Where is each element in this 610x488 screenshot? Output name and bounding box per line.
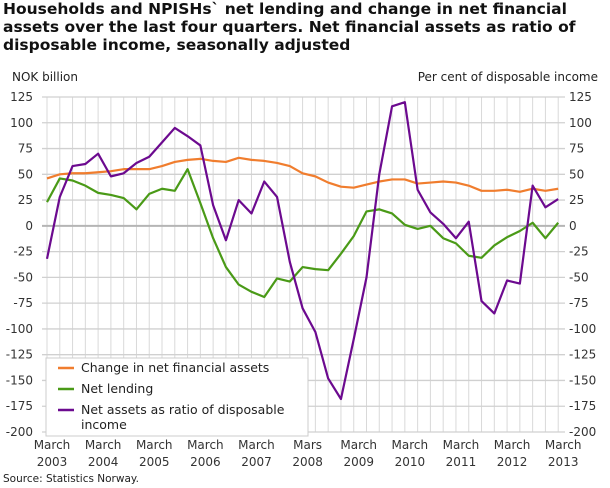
right-tick-label: -150 xyxy=(569,373,596,387)
x-tick-label: Mars xyxy=(293,438,322,452)
x-tick-label: March xyxy=(443,438,480,452)
left-tick-label: 25 xyxy=(18,193,33,207)
right-axis-label: Per cent of disposable income xyxy=(417,70,598,84)
left-tick-label: -75 xyxy=(13,296,33,310)
x-tick-label: March xyxy=(545,438,582,452)
left-tick-label: 0 xyxy=(25,219,33,233)
x-tick-label: 2007 xyxy=(241,455,272,469)
x-tick-label: 2005 xyxy=(139,455,170,469)
x-tick-label: March xyxy=(392,438,429,452)
right-tick-label: -125 xyxy=(569,348,596,362)
right-tick-label: 75 xyxy=(569,142,584,156)
right-tick-label: 0 xyxy=(569,219,577,233)
legend-label: Net assets as ratio of disposable xyxy=(81,402,285,417)
left-tick-label: -125 xyxy=(6,348,33,362)
chart-title: Households and NPISHs` net lending and c… xyxy=(3,0,576,54)
right-tick-label: -25 xyxy=(569,245,589,259)
series-line-0 xyxy=(46,156,559,193)
series-line-1 xyxy=(46,168,560,299)
left-tick-label: -200 xyxy=(6,425,33,439)
right-tick-label: -75 xyxy=(569,296,589,310)
x-tick-label: March xyxy=(187,438,224,452)
x-tick-label: March xyxy=(340,438,377,452)
left-tick-label: 75 xyxy=(18,142,33,156)
left-tick-label: -150 xyxy=(6,373,33,387)
legend-label: income xyxy=(81,417,127,432)
right-tick-label: 125 xyxy=(569,90,592,104)
x-tick-label: March xyxy=(238,438,275,452)
left-tick-label: 125 xyxy=(10,90,33,104)
right-tick-label: -175 xyxy=(569,399,596,413)
legend-label: Change in net financial assets xyxy=(81,360,269,375)
left-axis-label: NOK billion xyxy=(12,70,79,84)
x-tick-label: 2003 xyxy=(37,455,68,469)
x-tick-label: March xyxy=(494,438,531,452)
right-tick-label: 100 xyxy=(569,116,592,130)
left-tick-label: -50 xyxy=(13,270,33,284)
x-tick-label: 2010 xyxy=(395,455,426,469)
left-tick-label: -25 xyxy=(13,245,33,259)
series-line-2 xyxy=(45,101,559,401)
left-tick-label: -175 xyxy=(6,399,33,413)
right-tick-label: -100 xyxy=(569,322,596,336)
legend-box xyxy=(45,357,309,437)
x-tick-label: 2006 xyxy=(190,455,221,469)
legend-label: Net lending xyxy=(81,381,153,396)
x-tick-label: 2004 xyxy=(88,455,119,469)
x-tick-label: March xyxy=(34,438,71,452)
x-tick-label: March xyxy=(85,438,122,452)
right-tick-label: 50 xyxy=(569,167,584,181)
x-tick-label: 2009 xyxy=(343,455,374,469)
left-tick-label: 50 xyxy=(18,167,33,181)
right-tick-label: -200 xyxy=(569,425,596,439)
right-tick-label: 25 xyxy=(569,193,584,207)
x-tick-label: 2012 xyxy=(497,455,528,469)
source-note: Source: Statistics Norway. xyxy=(3,473,139,485)
x-tick-label: 2013 xyxy=(548,455,579,469)
right-tick-label: -50 xyxy=(569,270,589,284)
left-tick-label: -100 xyxy=(6,322,33,336)
x-tick-label: 2011 xyxy=(446,455,477,469)
x-tick-label: 2008 xyxy=(292,455,323,469)
x-tick-label: March xyxy=(136,438,173,452)
left-tick-label: 100 xyxy=(10,116,33,130)
